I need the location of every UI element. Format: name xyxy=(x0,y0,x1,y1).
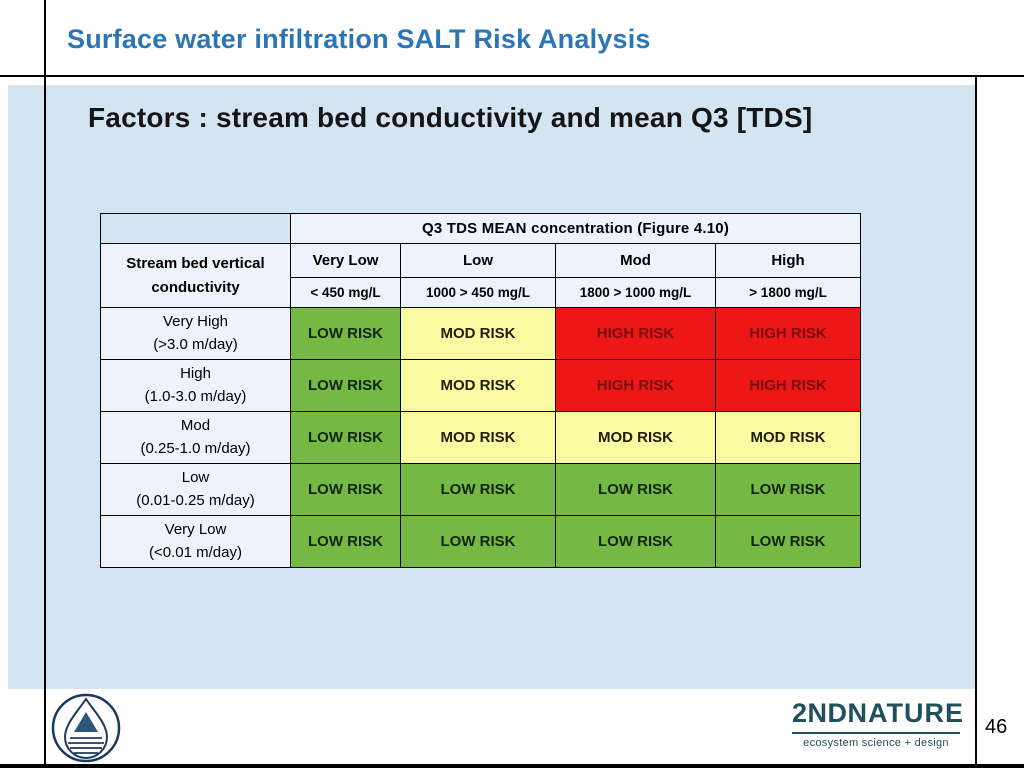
risk-cell: LOW RISK xyxy=(290,307,401,360)
risk-cell: LOW RISK xyxy=(714,515,862,568)
col-range-low: 1000 > 450 mg/L xyxy=(400,277,556,308)
row-label-text: Very Low xyxy=(164,521,227,538)
row-label-subtext: (1.0-3.0 m/day) xyxy=(144,387,247,405)
risk-matrix-table: Q3 TDS MEAN concentration (Figure 4.10) … xyxy=(100,213,862,568)
table-corner-empty xyxy=(100,213,291,244)
2ndnature-wordmark: 2NDNATURE xyxy=(792,698,963,728)
risk-cell: LOW RISK xyxy=(714,463,862,516)
risk-cell: MOD RISK xyxy=(400,411,556,464)
top-rule xyxy=(0,75,1024,77)
2ndnature-tagline: ecosystem science + design xyxy=(792,732,960,749)
row-label-text: Mod xyxy=(180,417,211,434)
page-number: 46 xyxy=(985,716,1008,738)
row-label-high: High (1.0-3.0 m/day) xyxy=(100,359,291,412)
col-header-very-low: Very Low xyxy=(290,243,401,278)
left-rule xyxy=(44,0,46,768)
risk-cell: HIGH RISK xyxy=(714,307,862,360)
col-range-very-low: < 450 mg/L xyxy=(290,277,401,308)
bottom-rule xyxy=(0,764,1024,768)
row-label-very-high: Very High (>3.0 m/day) xyxy=(100,307,291,360)
row-group-header-line2: conductivity xyxy=(151,278,240,296)
row-group-header-line1: Stream bed vertical xyxy=(126,254,265,272)
risk-cell: LOW RISK xyxy=(290,515,401,568)
2ndnature-nature-text: NATURE xyxy=(847,698,965,728)
risk-cell: LOW RISK xyxy=(290,411,401,464)
col-header-low: Low xyxy=(400,243,556,278)
risk-cell: HIGH RISK xyxy=(714,359,862,412)
row-label-subtext: (0.25-1.0 m/day) xyxy=(140,439,251,457)
2ndnature-logo: 2NDNATURE ecosystem science + design xyxy=(792,698,963,749)
risk-cell: HIGH RISK xyxy=(555,307,716,360)
row-label-very-low: Very Low (<0.01 m/day) xyxy=(100,515,291,568)
row-label-subtext: (>3.0 m/day) xyxy=(153,335,238,353)
col-header-high: High xyxy=(714,243,862,278)
risk-cell: MOD RISK xyxy=(555,411,716,464)
risk-cell: LOW RISK xyxy=(555,515,716,568)
col-range-mod: 1800 > 1000 mg/L xyxy=(555,277,716,308)
2ndnature-2nd-text: 2ND xyxy=(792,698,848,728)
row-label-text: Very High xyxy=(162,313,229,330)
slide-heading: Factors : stream bed conductivity and me… xyxy=(88,102,813,133)
water-drop-logo-icon xyxy=(50,692,122,768)
risk-cell: LOW RISK xyxy=(290,463,401,516)
risk-cell: LOW RISK xyxy=(555,463,716,516)
risk-cell: MOD RISK xyxy=(400,359,556,412)
row-label-subtext: (<0.01 m/day) xyxy=(149,543,242,561)
risk-cell: LOW RISK xyxy=(400,463,556,516)
row-label-subtext: (0.01-0.25 m/day) xyxy=(136,491,255,509)
col-range-high: > 1800 mg/L xyxy=(714,277,862,308)
row-label-mod: Mod (0.25-1.0 m/day) xyxy=(100,411,291,464)
row-group-header: Stream bed vertical conductivity xyxy=(100,243,291,308)
col-header-mod: Mod xyxy=(555,243,716,278)
table-top-header: Q3 TDS MEAN concentration (Figure 4.10) xyxy=(289,213,862,244)
risk-cell: HIGH RISK xyxy=(555,359,716,412)
risk-cell: LOW RISK xyxy=(400,515,556,568)
risk-cell: MOD RISK xyxy=(400,307,556,360)
row-label-low: Low (0.01-0.25 m/day) xyxy=(100,463,291,516)
row-label-text: High xyxy=(180,365,211,382)
risk-cell: LOW RISK xyxy=(290,359,401,412)
slide-title: Surface water infiltration SALT Risk Ana… xyxy=(67,24,651,54)
row-label-text: Low xyxy=(181,469,210,486)
risk-cell: MOD RISK xyxy=(714,411,862,464)
right-rule xyxy=(975,75,977,768)
